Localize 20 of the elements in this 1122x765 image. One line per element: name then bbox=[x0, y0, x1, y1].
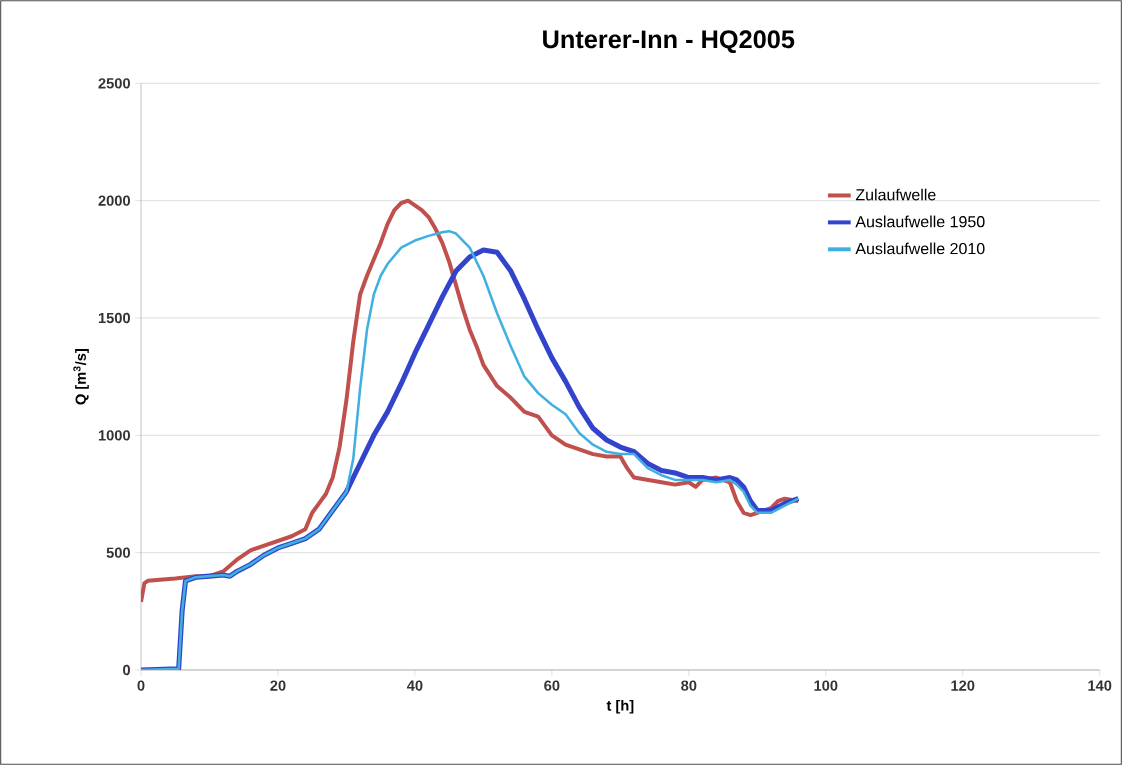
chart-title: Unterer-Inn - HQ2005 bbox=[543, 30, 795, 54]
legend-label: Auslaufwelle 1950 bbox=[855, 215, 985, 228]
x-tick-label: 20 bbox=[270, 680, 286, 691]
x-axis-title: t [h] bbox=[606, 699, 634, 714]
x-tick-label: 120 bbox=[951, 680, 975, 691]
x-tick-label: 60 bbox=[544, 680, 560, 691]
x-tick-label: 0 bbox=[137, 680, 145, 691]
y-axis-title: Q [m$^{3}$/s] bbox=[73, 349, 89, 405]
x-tick-label: 80 bbox=[681, 680, 697, 691]
y-tick-label: 500 bbox=[106, 547, 130, 558]
y-tick-label: 2000 bbox=[98, 195, 130, 206]
legend-label: Zulaufwelle bbox=[855, 188, 936, 201]
y-tick-label: 0 bbox=[123, 664, 130, 676]
y-tick-label: 2500 bbox=[98, 78, 130, 89]
x-tick-label: 40 bbox=[406, 680, 423, 691]
y-tick-label: 1000 bbox=[98, 430, 130, 441]
y-tick-label: 1500 bbox=[98, 312, 130, 324]
legend-label: Auslaufwelle 2010 bbox=[855, 242, 985, 255]
x-tick-label: 140 bbox=[1088, 680, 1112, 691]
x-tick-label: 100 bbox=[814, 680, 838, 691]
